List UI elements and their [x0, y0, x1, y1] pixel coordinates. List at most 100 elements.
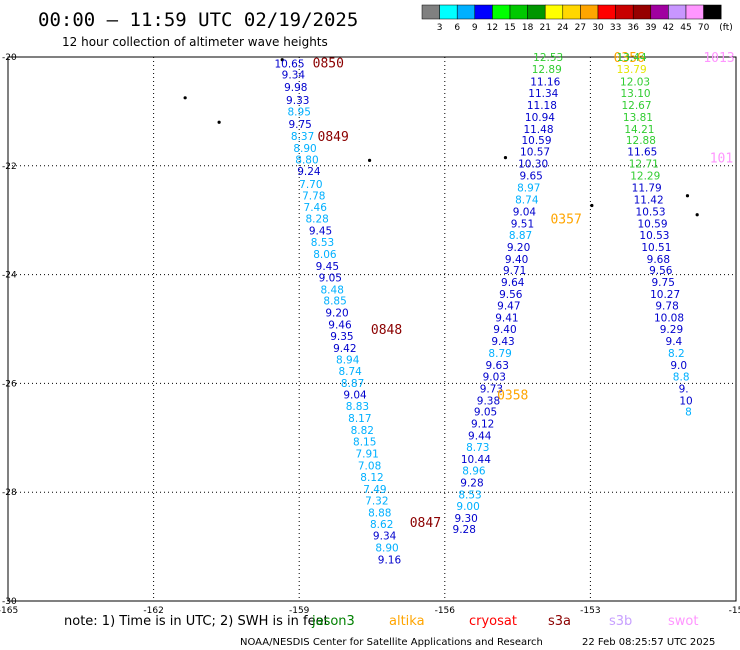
y-tick-label: -24: [2, 271, 17, 281]
x-tick-label: -156: [435, 606, 456, 616]
legend-bin-label: 9: [472, 23, 478, 33]
wave-height-value: 10.44: [461, 454, 491, 466]
wave-height-value: 11.34: [528, 88, 558, 100]
wave-height-value: 10.59: [521, 135, 551, 147]
wave-height-value: 8.87: [341, 378, 364, 390]
track-altika: 12.5312.8911.1611.3411.1810.9411.4810.59…: [453, 51, 645, 536]
wave-height-value: 8.73: [466, 442, 489, 454]
wave-height-value: 9.71: [503, 265, 526, 277]
x-tick-labels: -165 -162 -159 -156 -153 -15: [0, 606, 740, 616]
wave-height-value: 10.57: [520, 147, 550, 159]
wave-height-value: 11.42: [634, 195, 664, 207]
legend-bin-label: 39: [645, 23, 657, 33]
wave-height-value: 13.44: [617, 52, 647, 64]
wave-height-value: 8.94: [336, 354, 360, 366]
wave-height-value: 9.04: [513, 206, 537, 218]
legend-swatch: [544, 4, 564, 20]
pass-number-label: 0850: [313, 56, 344, 71]
legend-swatch: [562, 4, 581, 20]
y-tick-label: -30: [2, 597, 17, 607]
wave-height-value: 10.59: [637, 218, 667, 230]
land-marker: [503, 156, 508, 160]
legend-swatch: [509, 4, 528, 20]
wave-height-value: 9.41: [495, 313, 518, 325]
wave-height-value: 8.82: [351, 425, 374, 437]
wave-height-value: 8.83: [346, 401, 369, 413]
wave-height-value: 7.70: [299, 179, 322, 191]
wave-height-value: 8.53: [458, 489, 481, 501]
satellite-legend: jason3 altika cryosat s3a s3b swot: [311, 614, 698, 629]
legend-bin-label: 18: [522, 23, 534, 33]
pass-number-label: 0358: [497, 388, 528, 403]
legend-bin-label: 15: [504, 23, 515, 33]
y-tick-label: -28: [2, 488, 17, 498]
legend-bin-label: 30: [592, 23, 604, 33]
wave-height-value: 11.65: [627, 147, 657, 159]
pass-number-label: 0849: [318, 130, 349, 145]
wave-height-value: 8.8: [673, 371, 690, 383]
chart-title: 00:00 – 11:59 UTC 02/19/2025: [38, 9, 358, 31]
wave-height-value: 8.96: [462, 465, 486, 477]
wave-height-value: 9.43: [491, 336, 514, 348]
wave-height-value: 9.75: [652, 277, 675, 289]
wave-height-value: 10.65: [274, 59, 304, 71]
timestamp-text: 22 Feb 08:25:57 UTC 2025: [582, 637, 715, 648]
land-marker: [217, 120, 221, 124]
wave-height-value: 9.65: [519, 171, 542, 183]
y-tick-label: -20: [2, 53, 17, 63]
wave-height-value: 12.53: [533, 52, 563, 64]
wave-height-value: 9.05: [319, 272, 342, 284]
wave-height-value: 9.33: [286, 95, 309, 107]
wave-height-value: 13.79: [617, 64, 647, 76]
wave-height-value: 8.97: [517, 183, 540, 195]
wave-height-value: 9.20: [507, 242, 530, 254]
satellite-legend-s3b: s3b: [609, 614, 632, 629]
legend-swatch: [685, 4, 704, 20]
wave-height-value: 10.53: [639, 230, 669, 242]
satellite-legend-swot: swot: [668, 614, 698, 629]
legend-swatch: [527, 4, 546, 20]
wave-height-value: 7.91: [355, 449, 378, 461]
wave-height-value: 9.44: [468, 431, 492, 443]
wave-height-value: 10.27: [650, 289, 680, 301]
wave-height-value: 9.30: [454, 513, 477, 525]
satellite-legend-s3a: s3a: [548, 614, 571, 629]
land-marker: [685, 194, 690, 198]
wave-height-value: 9.28: [453, 524, 476, 536]
land-marker: [590, 203, 594, 208]
wave-height-value: 9.24: [297, 166, 321, 178]
wave-height-value: 8.74: [338, 366, 362, 378]
wave-height-value: 9.04: [343, 389, 367, 401]
wave-height-value: 9.40: [493, 324, 516, 336]
wave-height-value: 8.79: [488, 348, 511, 360]
wave-height-value: 9.56: [649, 265, 673, 277]
plot-area: -165-162-159-156-153-15 -20-22-24-26-28-…: [0, 51, 740, 616]
wave-height-value: 9.03: [483, 371, 506, 383]
wave-height-value: 12.29: [630, 171, 660, 183]
satellite-legend-cryosat: cryosat: [469, 614, 517, 629]
x-tick-label: -15: [729, 606, 740, 616]
land-marker: [695, 213, 699, 217]
legend-bin-label: 45: [680, 23, 691, 33]
legend-bin-label: 24: [557, 23, 569, 33]
land-marker: [183, 96, 187, 100]
wave-height-value: 9.68: [647, 254, 670, 266]
legend-swatch: [474, 4, 493, 20]
wave-height-value: 11.16: [530, 76, 560, 88]
plot-frame: [7, 56, 737, 602]
wave-height-value: 9.98: [284, 82, 307, 94]
wave-height-value: 8.80: [295, 154, 318, 166]
wave-height-value: 10.94: [525, 112, 555, 124]
wave-height-value: 8.17: [348, 413, 371, 425]
legend-bin-label: 21: [539, 23, 550, 33]
pass-number-label: 0357: [550, 213, 581, 228]
wave-height-value: 8.87: [509, 230, 532, 242]
wave-height-value: 12.03: [620, 76, 650, 88]
wave-height-value: 9.40: [505, 254, 528, 266]
legend-swatch: [456, 4, 476, 20]
wave-height-value: 9.16: [378, 555, 402, 567]
credit-text: NOAA/NESDIS Center for Satellite Applica…: [240, 637, 543, 648]
wave-height-value: 12.89: [532, 64, 562, 76]
wave-height-value: 11.48: [523, 124, 553, 136]
legend-swatch: [421, 4, 440, 20]
